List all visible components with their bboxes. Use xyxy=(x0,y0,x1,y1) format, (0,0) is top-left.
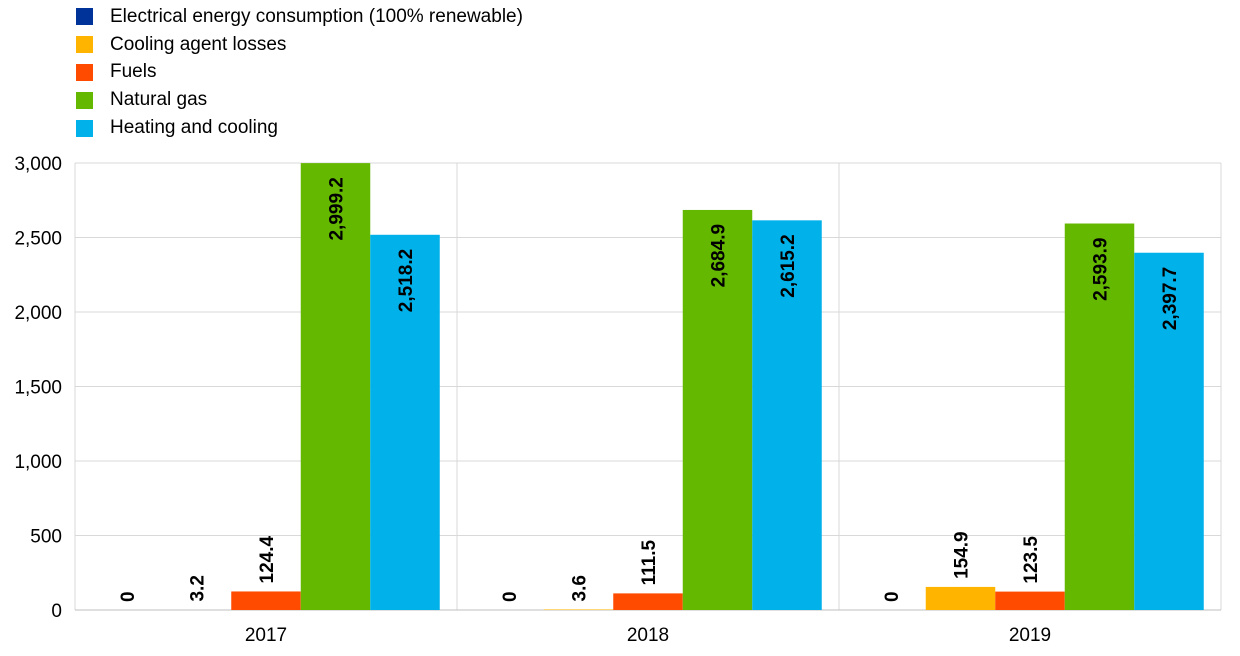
legend-label: Cooling agent losses xyxy=(110,33,287,55)
bar xyxy=(1134,252,1204,610)
bar xyxy=(1064,223,1135,610)
legend-item: Natural gas xyxy=(76,86,523,114)
data-label: 111.5 xyxy=(639,540,660,586)
legend-swatch xyxy=(76,8,93,26)
y-tick-label: 1,500 xyxy=(14,378,62,399)
data-label: 0 xyxy=(882,591,903,602)
legend-swatch xyxy=(76,36,93,54)
bar xyxy=(300,163,371,610)
bar xyxy=(370,234,440,610)
legend-swatch xyxy=(76,63,93,81)
bar xyxy=(231,591,301,610)
y-tick-label: 2,000 xyxy=(14,303,62,324)
bar xyxy=(613,593,683,610)
legend-label: Natural gas xyxy=(110,89,208,111)
data-label: 0 xyxy=(118,591,139,602)
x-tick-label: 2017 xyxy=(245,625,287,646)
x-tick-label: 2018 xyxy=(627,625,669,646)
data-label: 123.5 xyxy=(1021,536,1042,584)
legend-item: Cooling agent losses xyxy=(76,31,523,59)
data-label: 0 xyxy=(500,591,521,602)
legend-label: Electrical energy consumption (100% rene… xyxy=(110,5,523,27)
data-label: 2,999.2 xyxy=(327,177,348,240)
data-label: 3.6 xyxy=(570,575,591,601)
bar xyxy=(752,220,822,610)
y-tick-label: 2,500 xyxy=(14,229,62,250)
data-label: 3.2 xyxy=(188,575,209,601)
y-tick-label: 3,000 xyxy=(14,154,62,175)
legend-item: Electrical energy consumption (100% rene… xyxy=(76,3,523,31)
legend-swatch xyxy=(76,119,93,137)
y-tick-label: 1,000 xyxy=(14,452,62,473)
data-label: 2,518.2 xyxy=(396,249,417,312)
legend: Electrical energy consumption (100% rene… xyxy=(76,3,523,142)
legend-item: Fuels xyxy=(76,59,523,87)
data-label: 2,593.9 xyxy=(1091,238,1112,301)
legend-item: Heating and cooling xyxy=(76,114,523,142)
legend-label: Fuels xyxy=(110,61,157,83)
legend-label: Heating and cooling xyxy=(110,117,278,139)
bar xyxy=(925,586,996,610)
y-tick-label: 0 xyxy=(51,601,62,622)
data-label: 154.9 xyxy=(952,531,973,579)
data-label: 2,397.7 xyxy=(1160,267,1181,330)
data-label: 2,684.9 xyxy=(709,224,730,287)
data-label: 124.4 xyxy=(257,535,278,583)
bar xyxy=(543,609,614,610)
x-tick-label: 2019 xyxy=(1009,625,1051,646)
y-tick-label: 500 xyxy=(30,527,62,548)
bar xyxy=(682,209,753,611)
bar xyxy=(995,591,1065,610)
legend-swatch xyxy=(76,91,93,109)
data-label: 2,615.2 xyxy=(778,234,799,297)
